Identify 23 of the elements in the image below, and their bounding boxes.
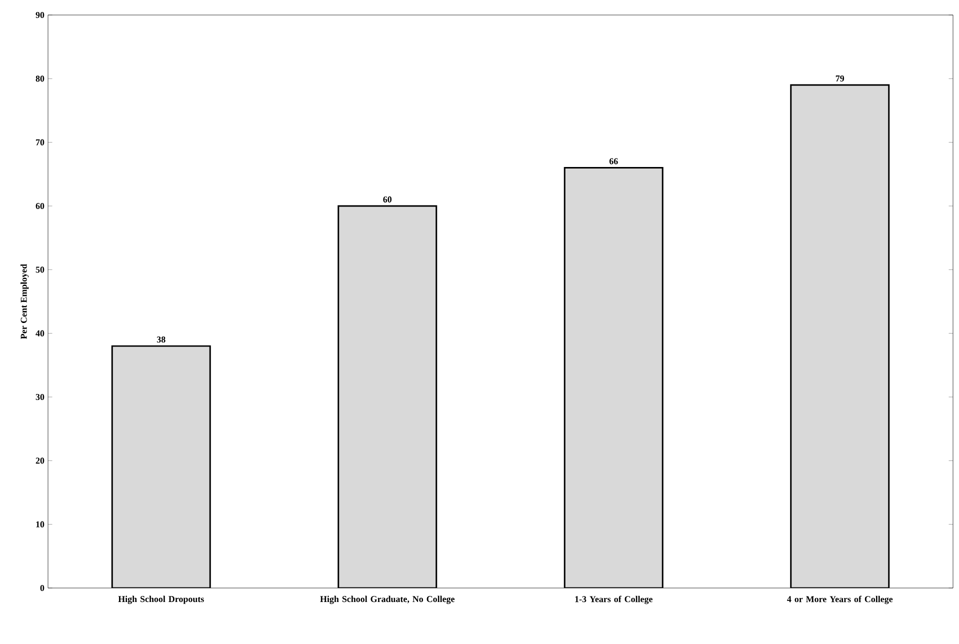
bar (790, 84, 890, 588)
data-label: 66 (609, 158, 618, 164)
bar (564, 167, 664, 588)
x-tick-label: High School Dropouts (118, 596, 204, 604)
data-label: 38 (156, 336, 166, 343)
x-tick-label: 1-3 Years of College (575, 596, 652, 604)
y-tick-label: 30 (36, 394, 44, 400)
data-label: 60 (383, 196, 392, 202)
y-tick-label: 0 (40, 584, 44, 592)
y-tick-label: 10 (36, 521, 44, 528)
y-tick-label: 20 (36, 458, 44, 464)
y-tick-label: 50 (36, 266, 44, 273)
x-tick-label: 4 or More Years of College (787, 596, 893, 604)
bar (111, 345, 211, 588)
x-tick-label: High School Graduate, No College (320, 596, 455, 604)
data-label: 79 (836, 75, 844, 82)
y-tick-label: 90 (36, 12, 44, 18)
bar (338, 205, 438, 588)
y-tick-label: 40 (36, 330, 44, 336)
y-tick-label: 70 (36, 139, 44, 146)
y-tick-label: 60 (36, 202, 44, 210)
y-axis-title: Per Cent Employed (20, 264, 29, 339)
y-tick-label: 80 (36, 76, 44, 82)
